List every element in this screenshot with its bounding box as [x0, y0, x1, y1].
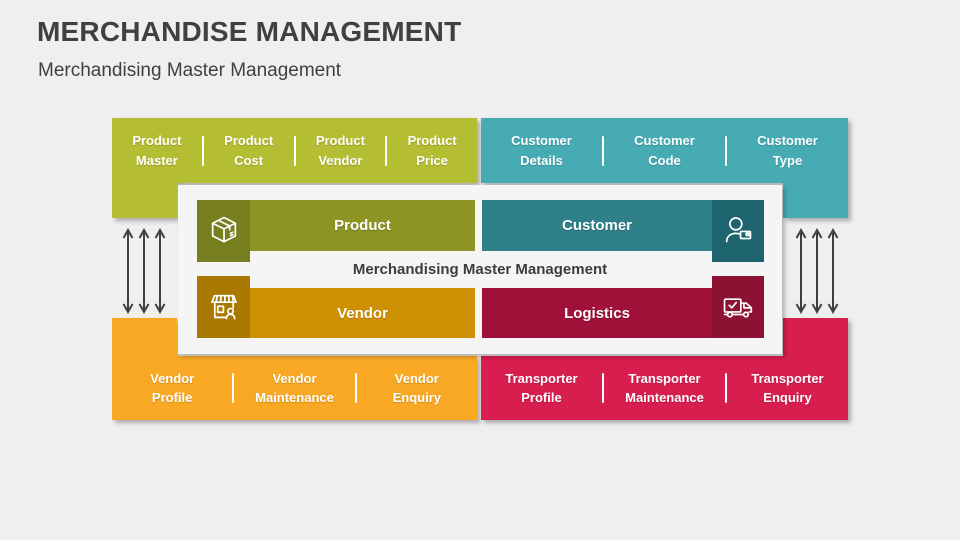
- label-vendor-enquiry: Vendor Enquiry: [392, 370, 442, 406]
- logistics-bar-label: Logistics: [564, 304, 630, 322]
- label-customer-type: Customer Type: [757, 133, 818, 168]
- label-transporter-profile: Transporter Profile: [505, 370, 578, 406]
- customer-group-labels: Customer Details Customer Code Customer …: [481, 118, 848, 183]
- customer-bar: Customer: [482, 200, 712, 251]
- vendor-bar-label: Vendor: [337, 304, 388, 322]
- label-vendor-maintenance: Vendor Maintenance: [255, 370, 334, 406]
- divider: [602, 135, 604, 166]
- customer-icon-tile: [712, 200, 764, 262]
- label-product-master: Product Master: [132, 133, 182, 168]
- page-title: MERCHANDISE MANAGEMENT: [37, 16, 462, 47]
- label-transporter-enquiry: Transporter Enquiry: [751, 370, 824, 406]
- divider: [293, 135, 296, 166]
- bidirectional-arrows-right: [795, 227, 839, 315]
- label-vendor-profile: Vendor Profile: [150, 370, 195, 406]
- core-panel: Product Customer Merchandising Master Ma…: [178, 185, 782, 354]
- product-group-labels: Product Master Product Cost Product Vend…: [112, 118, 477, 183]
- divider: [354, 373, 357, 403]
- transporter-group-labels: Transporter Profile Transporter Maintena…: [481, 356, 848, 420]
- delivery-truck-check-icon: [723, 298, 753, 318]
- vendor-bar: Vendor: [250, 288, 475, 338]
- logistics-bar: Logistics: [482, 288, 712, 338]
- label-product-price: Product Price: [407, 133, 457, 168]
- divider: [725, 135, 727, 166]
- bidirectional-arrows-left: [122, 227, 166, 315]
- vendor-icon-tile: [197, 276, 250, 338]
- divider: [232, 373, 235, 403]
- label-customer-details: Customer Details: [511, 133, 572, 168]
- label-product-cost: Product Cost: [224, 133, 274, 168]
- logistics-icon-tile: [712, 276, 764, 338]
- product-icon-tile: [197, 200, 250, 262]
- label-product-vendor: Product Vendor: [315, 133, 365, 168]
- label-customer-code: Customer Code: [634, 133, 695, 168]
- product-bar-label: Product: [334, 217, 391, 234]
- storefront-icon: [210, 294, 237, 320]
- divider: [602, 373, 604, 403]
- page-subtitle: Merchandising Master Management: [38, 60, 342, 81]
- label-transporter-maintenance: Transporter Maintenance: [625, 370, 704, 406]
- core-panel-title: Merchandising Master Management: [352, 261, 608, 278]
- customer-bar-label: Customer: [561, 217, 632, 234]
- divider: [725, 373, 727, 403]
- divider: [201, 135, 204, 166]
- product-bar: Product: [250, 200, 475, 251]
- package-icon: [211, 216, 236, 243]
- person-id-card-icon: [725, 217, 752, 243]
- vendor-group-labels: Vendor Profile Vendor Maintenance Vendor…: [112, 356, 477, 420]
- divider: [385, 135, 388, 166]
